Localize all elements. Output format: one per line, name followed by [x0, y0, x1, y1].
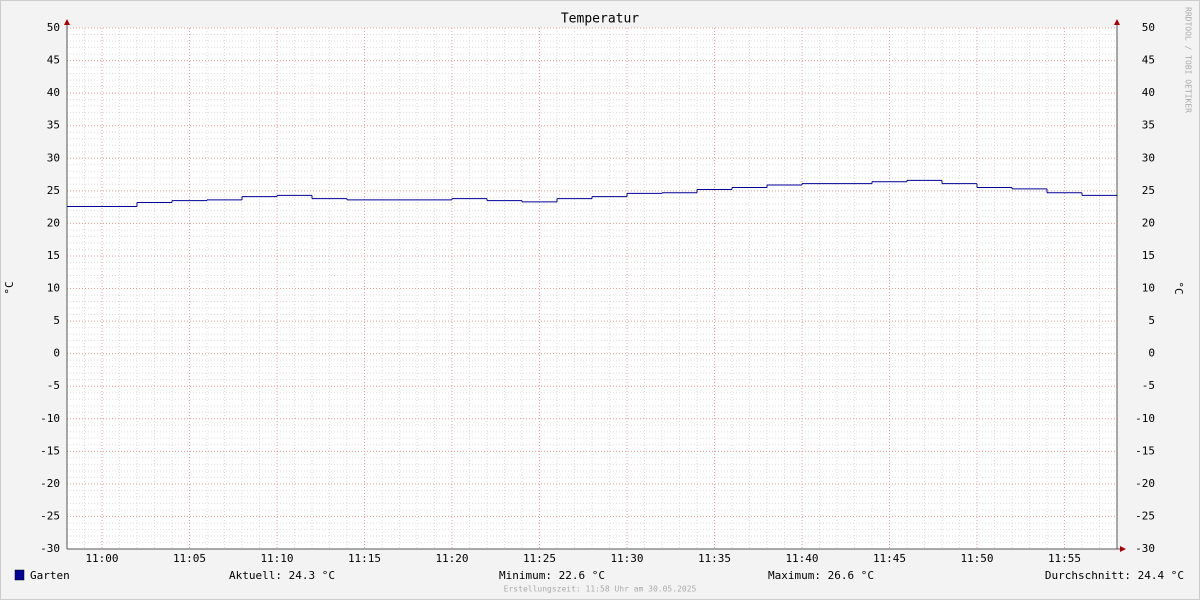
y-tick-label: -10: [40, 412, 60, 425]
x-tick-label: 11:10: [260, 552, 293, 565]
y-tick-label: 10: [47, 282, 60, 295]
y2-tick-label: -15: [1135, 444, 1155, 457]
y-tick-label: 40: [47, 86, 60, 99]
y2-tick-label: -25: [1135, 509, 1155, 522]
y-tick-label: 15: [47, 249, 60, 262]
y2-tick-label: -20: [1135, 477, 1155, 490]
axis-arrow: [64, 19, 70, 25]
stat-avg: Durchschnitt: 24.4 °C: [1045, 569, 1184, 582]
x-tick-label: 11:20: [435, 552, 468, 565]
y-tick-label: -30: [40, 542, 60, 555]
grid: [66, 27, 1118, 550]
x-tick-label: 11:35: [698, 552, 731, 565]
x-tick-label: 11:05: [173, 552, 206, 565]
x-tick-label: 11:55: [1048, 552, 1081, 565]
y-tick-label: 35: [47, 119, 60, 132]
x-tick-label: 11:25: [523, 552, 556, 565]
y-tick-label: -20: [40, 477, 60, 490]
x-tick-label: 11:40: [785, 552, 818, 565]
footer: Erstellungszeit: 11:58 Uhr am 30.05.2025: [504, 585, 697, 594]
y-tick-label: 20: [47, 216, 60, 229]
x-tick-label: 11:30: [610, 552, 643, 565]
y-tick-label: 0: [53, 347, 60, 360]
y-tick-label: 45: [47, 54, 60, 67]
x-tick-label: 11:50: [960, 552, 993, 565]
x-tick-label: 11:45: [873, 552, 906, 565]
axis-arrow: [1114, 19, 1120, 25]
y-tick-label: 30: [47, 151, 60, 164]
y-tick-label: -5: [47, 379, 60, 392]
y2-tick-label: -10: [1135, 412, 1155, 425]
stat-min: Minimum: 22.6 °C: [499, 569, 605, 582]
y-tick-label: 50: [47, 21, 60, 34]
y2-tick-label: 15: [1142, 249, 1155, 262]
y2-axis-label: °C: [1172, 281, 1185, 294]
stat-max: Maximum: 26.6 °C: [768, 569, 874, 582]
stat-current: Aktuell: 24.3 °C: [229, 569, 335, 582]
y-tick-label: 25: [47, 184, 60, 197]
y-tick-label: -25: [40, 509, 60, 522]
y2-tick-label: 25: [1142, 184, 1155, 197]
y2-tick-label: 5: [1148, 314, 1155, 327]
axis-arrow: [1120, 546, 1126, 552]
watermark: RRDTOOL / TOBI OETIKER: [1184, 7, 1193, 113]
x-tick-label: 11:00: [85, 552, 118, 565]
y2-tick-label: 0: [1148, 347, 1155, 360]
legend: Garten Aktuell: 24.3 °C Minimum: 22.6 °C…: [14, 569, 1184, 582]
y-tick-label: 5: [53, 314, 60, 327]
x-tick-label: 11:15: [348, 552, 381, 565]
y2-tick-label: 45: [1142, 54, 1155, 67]
y2-tick-label: 10: [1142, 282, 1155, 295]
y2-tick-label: 35: [1142, 119, 1155, 132]
y-axis-label: °C: [3, 281, 16, 294]
legend-swatch: [14, 569, 25, 581]
y2-tick-label: -30: [1135, 542, 1155, 555]
y2-tick-label: 50: [1142, 21, 1155, 34]
y-tick-label: -15: [40, 444, 60, 457]
legend-label: Garten: [30, 569, 70, 582]
y2-tick-label: -5: [1142, 379, 1155, 392]
chart-title: Temperatur: [561, 12, 639, 27]
y2-tick-label: 40: [1142, 86, 1155, 99]
y2-tick-label: 30: [1142, 151, 1155, 164]
y2-tick-label: 20: [1142, 216, 1155, 229]
